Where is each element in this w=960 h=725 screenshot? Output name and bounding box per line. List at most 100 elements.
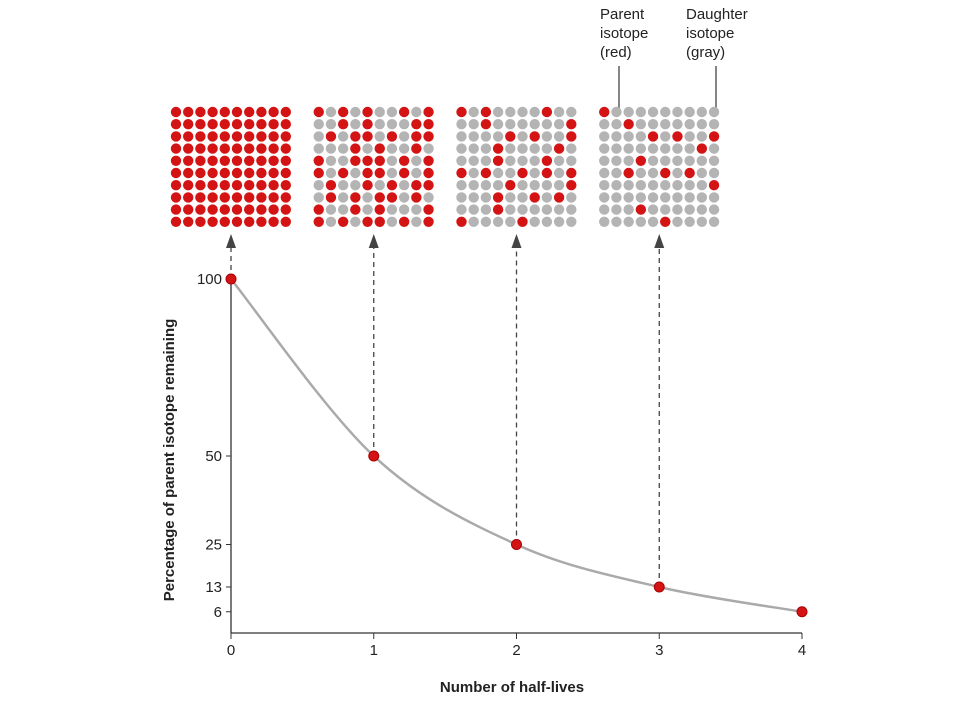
- parent-dot: [505, 131, 516, 142]
- daughter-dot: [398, 180, 410, 191]
- parent-dot: [256, 204, 267, 215]
- isotope-grid: [599, 106, 720, 227]
- parent-dot: [280, 167, 291, 179]
- parent-dot: [623, 119, 634, 130]
- daughter-dot: [684, 155, 695, 166]
- daughter-dot: [505, 119, 516, 130]
- daughter-dot: [337, 155, 349, 166]
- daughter-dot: [696, 131, 708, 142]
- daughter-dot: [611, 204, 622, 215]
- parent-dot: [183, 216, 194, 227]
- daughter-dot: [647, 119, 659, 130]
- daughter-dot: [541, 131, 553, 142]
- daughter-dot: [411, 155, 422, 166]
- parent-dot: [411, 143, 422, 154]
- daughter-dot: [541, 216, 553, 227]
- daughter-dot: [599, 143, 610, 154]
- daughter-dot: [411, 167, 422, 179]
- daughter-dot: [480, 180, 492, 191]
- parent-dot: [325, 180, 337, 191]
- isotope-grid: [313, 106, 434, 227]
- daughter-dot: [696, 192, 708, 203]
- parent-dot: [398, 216, 410, 227]
- parent-dot: [256, 155, 267, 166]
- parent-dot: [398, 167, 410, 179]
- parent-dot: [219, 180, 230, 191]
- daughter-dot: [529, 119, 540, 130]
- daughter-dot: [684, 180, 695, 191]
- parent-dot: [256, 192, 267, 203]
- parent-dot: [362, 180, 373, 191]
- daughter-dot: [672, 216, 683, 227]
- parent-dot: [362, 216, 373, 227]
- daughter-dot: [411, 216, 422, 227]
- daughter-dot: [647, 155, 659, 166]
- parent-dot: [183, 167, 194, 179]
- parent-dot: [553, 192, 565, 203]
- parent-dot: [280, 119, 291, 130]
- parent-dot: [337, 106, 349, 118]
- parent-dot: [541, 155, 553, 166]
- parent-dot: [374, 155, 385, 166]
- data-point: [511, 539, 522, 550]
- daughter-dot: [313, 180, 324, 191]
- parent-dot: [219, 119, 230, 130]
- parent-dot: [183, 106, 194, 118]
- daughter-dot: [398, 131, 410, 142]
- daughter-dot: [696, 155, 708, 166]
- daughter-dot: [611, 143, 622, 154]
- daughter-dot: [660, 106, 671, 118]
- daughter-dot: [374, 106, 385, 118]
- parent-dot: [647, 131, 659, 142]
- daughter-dot: [708, 155, 720, 166]
- parent-dot: [183, 192, 194, 203]
- daughter-dot: [553, 155, 565, 166]
- daughter-dot: [386, 204, 398, 215]
- daughter-dot: [623, 204, 634, 215]
- parent-dot: [195, 204, 206, 215]
- parent-dot: [362, 155, 373, 166]
- daughter-dot: [696, 106, 708, 118]
- daughter-dot: [325, 106, 337, 118]
- daughter-dot: [635, 131, 647, 142]
- daughter-dot: [566, 216, 577, 227]
- daughter-dot: [456, 131, 467, 142]
- daughter-dot: [566, 106, 577, 118]
- daughter-dot: [684, 119, 695, 130]
- daughter-dot: [635, 180, 647, 191]
- parent-dot: [541, 106, 553, 118]
- data-point: [225, 273, 237, 285]
- daughter-dot: [517, 155, 528, 166]
- parent-dot: [219, 204, 230, 215]
- parent-dot: [660, 167, 671, 179]
- daughter-dot: [541, 192, 553, 203]
- parent-dot: [219, 192, 230, 203]
- daughter-dot: [517, 131, 528, 142]
- daughter-dot: [468, 167, 479, 179]
- daughter-dot: [492, 180, 504, 191]
- daughter-dot: [541, 180, 553, 191]
- daughter-dot: [386, 119, 398, 130]
- daughter-dot: [635, 167, 647, 179]
- daughter-dot: [337, 131, 349, 142]
- daughter-dot: [492, 119, 504, 130]
- daughter-dot: [684, 192, 695, 203]
- annotation: Daughter isotope (gray): [686, 6, 748, 61]
- parent-dot: [268, 119, 279, 130]
- daughter-dot: [350, 180, 361, 191]
- daughter-dot: [325, 167, 337, 179]
- parent-dot: [183, 119, 194, 130]
- parent-dot: [280, 155, 291, 166]
- parent-dot: [423, 167, 434, 179]
- parent-dot: [183, 143, 194, 154]
- daughter-dot: [505, 192, 516, 203]
- daughter-dot: [660, 155, 671, 166]
- parent-dot: [280, 216, 291, 227]
- daughter-dot: [313, 192, 324, 203]
- parent-dot: [374, 216, 385, 227]
- daughter-dot: [660, 143, 671, 154]
- parent-dot: [231, 106, 243, 118]
- daughter-dot: [635, 143, 647, 154]
- parent-dot: [386, 180, 398, 191]
- daughter-dot: [623, 192, 634, 203]
